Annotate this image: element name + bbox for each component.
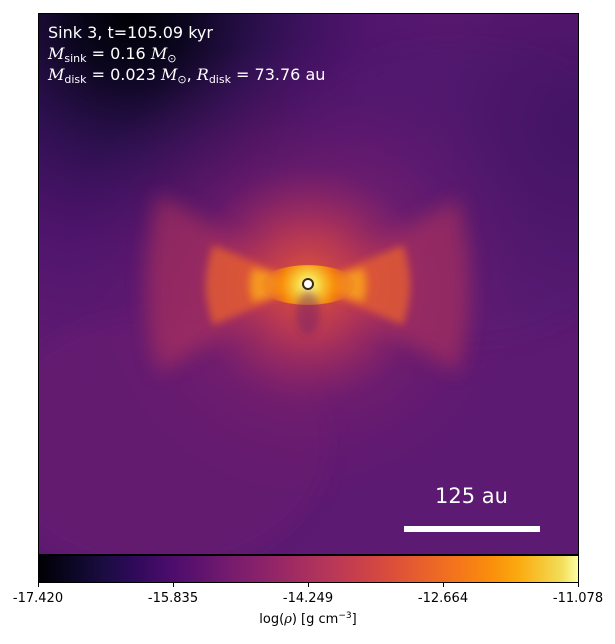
density-map: Sink 3, t=105.09 kyr Msink = 0.16 M⊙ Mdi… (38, 13, 579, 555)
colorbar-tick (38, 583, 39, 587)
disk-solar-mass-symbol: M (161, 65, 178, 84)
scale-bar-label: 125 au (435, 484, 508, 508)
sink-mass-line: Msink = 0.16 M⊙ (48, 43, 325, 64)
disk-mass-value: = 0.023 (86, 65, 161, 84)
disk-properties-line: Mdisk = 0.023 M⊙, Rdisk = 73.76 au (48, 64, 325, 85)
colorbar-tick (578, 583, 579, 587)
colorbar-tick (173, 583, 174, 587)
solar-mass-symbol: M (150, 44, 168, 63)
colorbar-label: log(ρ) [g cm−3] (208, 611, 408, 628)
colorbar-tick-label: -11.078 (552, 591, 604, 606)
solar-symbol: ⊙ (167, 52, 177, 65)
colorbar-label-unit: ) [g cm (291, 612, 339, 627)
sink-info: Sink 3, t=105.09 kyr Msink = 0.16 M⊙ Mdi… (48, 22, 325, 85)
colorbar-label-exponent: −3 (338, 611, 352, 621)
mass-symbol: M (48, 44, 65, 63)
disk-radius-subscript: disk (208, 73, 231, 86)
sink-marker (302, 278, 314, 290)
sink-mass-value: = 0.16 (86, 44, 151, 63)
disk-mass-symbol: M (48, 65, 65, 84)
colorbar-tick (443, 583, 444, 587)
density-symbol: ρ (284, 612, 292, 627)
disk-solar-symbol: ⊙ (177, 73, 187, 86)
colorbar-tick-label: -15.835 (147, 591, 199, 606)
colorbar-tick-label: -14.249 (282, 591, 334, 606)
colorbar-tick (308, 583, 309, 587)
colorbar-tick-label: -17.420 (12, 591, 64, 606)
colorbar (38, 555, 579, 583)
colorbar-tick-label: -12.664 (417, 591, 469, 606)
colorbar-label-close: ] (351, 612, 357, 627)
disk-separator: , (186, 65, 197, 84)
scale-bar (404, 526, 540, 532)
mass-subscript: sink (64, 52, 87, 65)
disk-radius-value: = 73.76 au (230, 65, 326, 84)
sink-title: Sink 3, t=105.09 kyr (48, 23, 213, 42)
colorbar-label-prefix: log( (259, 612, 285, 627)
disk-mass-subscript: disk (64, 73, 87, 86)
disk-radius-symbol: R (196, 65, 209, 84)
